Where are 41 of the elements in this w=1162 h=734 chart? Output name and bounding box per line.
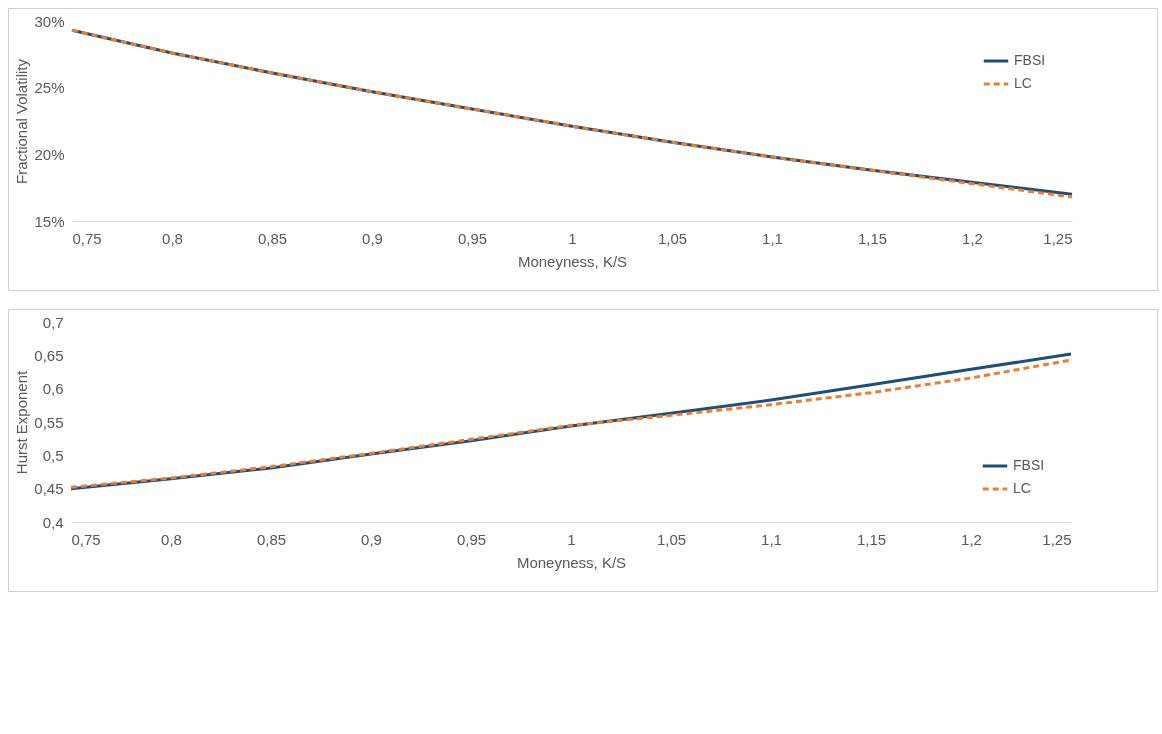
y-tick-label: 0,7	[42, 313, 64, 331]
x-axis-title: Moneyness, K/S	[517, 252, 628, 270]
x-tick-label: 0,8	[161, 530, 182, 548]
y-tick-label: 0,6	[42, 380, 64, 398]
x-tick-label: 1,2	[962, 229, 983, 247]
x-tick-label: 1,2	[961, 530, 982, 548]
x-tick-label: 1,15	[857, 229, 888, 247]
y-tick-label: 30%	[34, 12, 65, 30]
x-tick-label: 0,9	[361, 530, 382, 548]
x-tick-label: 1,1	[762, 229, 783, 247]
y-tick-label: 25%	[34, 79, 65, 97]
y-tick-label: 20%	[34, 145, 65, 163]
legend-label: FBSI	[1013, 457, 1045, 473]
x-tick-label: 0,9	[362, 229, 383, 247]
x-tick-label: 0,85	[257, 229, 288, 247]
y-axis-title: Hurst Exponent	[13, 369, 31, 475]
x-tick-label: 1,15	[856, 530, 887, 548]
x-tick-label: 1,1	[761, 530, 782, 548]
x-tick-label: 0,75	[71, 530, 101, 548]
y-tick-label: 0,55	[34, 413, 64, 431]
x-tick-label: 1	[568, 229, 577, 247]
y-tick-label: 0,5	[42, 446, 64, 464]
x-tick-label: 1,25	[1043, 229, 1073, 247]
x-tick-label: 0,95	[457, 229, 488, 247]
x-tick-label: 0,95	[456, 530, 487, 548]
x-tick-label: 0,75	[72, 229, 102, 247]
y-tick-label: 0,45	[34, 480, 64, 498]
legend-label: LC	[1013, 480, 1031, 496]
x-tick-label: 1,05	[657, 229, 688, 247]
y-tick-label: 15%	[34, 212, 65, 230]
x-tick-label: 1	[567, 530, 576, 548]
y-tick-label: 0,4	[42, 513, 64, 531]
legend-label: FBSI	[1014, 52, 1046, 68]
y-axis-title: Fractional Volatility	[13, 58, 31, 185]
legend-label: LC	[1014, 75, 1032, 91]
x-axis-title: Moneyness, K/S	[516, 553, 627, 571]
x-tick-label: 0,8	[162, 229, 183, 247]
x-tick-label: 1,25	[1042, 530, 1072, 548]
y-tick-label: 0,65	[34, 346, 64, 364]
x-tick-label: 0,85	[256, 530, 287, 548]
x-tick-label: 1,05	[656, 530, 687, 548]
